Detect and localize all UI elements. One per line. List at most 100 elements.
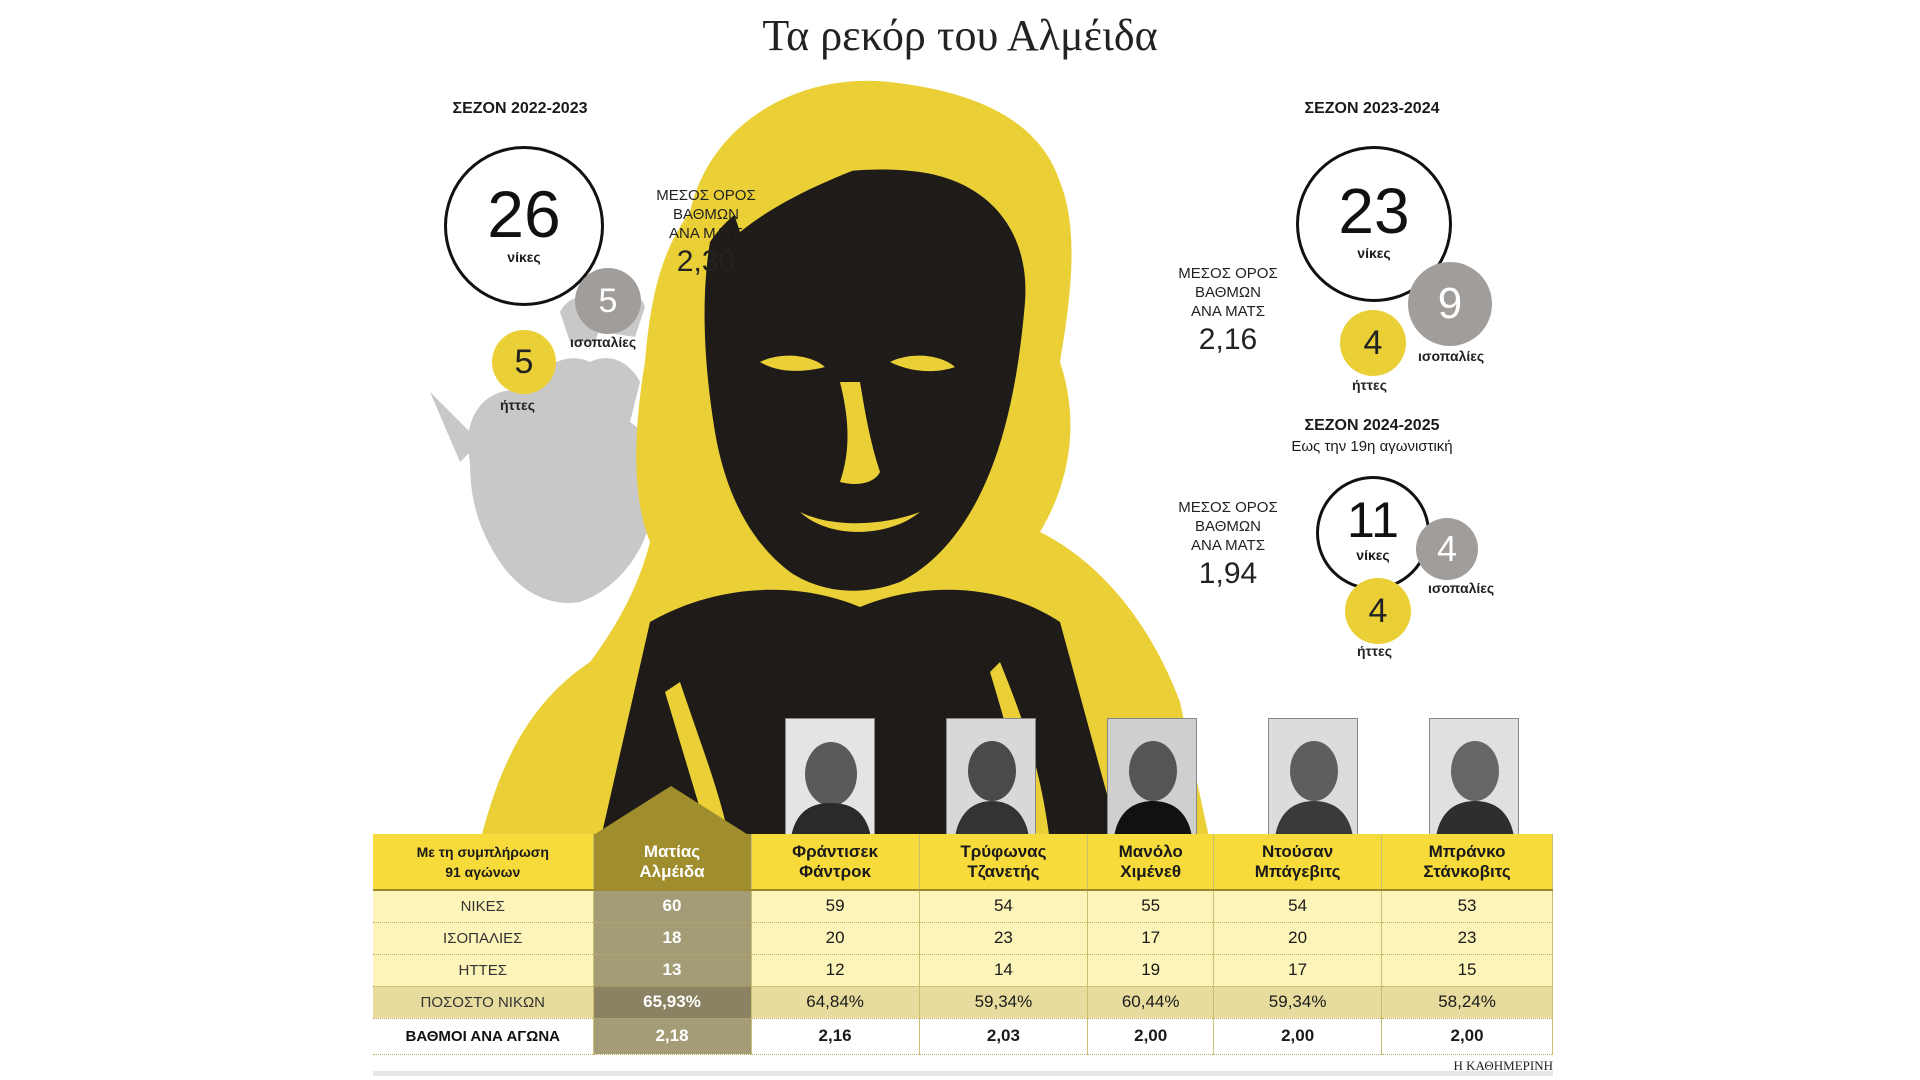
season-3-wins-circle: 11 νίκες [1316, 476, 1430, 590]
table-cell: 20 [751, 922, 920, 955]
coach-last-name: Τζανετής [967, 861, 1040, 881]
avg-label-line-1: ΜΕΣΟΣ ΟΡΟΣ [1178, 499, 1278, 516]
coach-photo-bajevic [1268, 718, 1358, 836]
coach-first-name: Μανόλο [1118, 841, 1183, 861]
table-cell: 60 [593, 890, 752, 923]
coach-header-jimenez: Μανόλο Χιμένεθ [1087, 834, 1215, 891]
season-2-wins-value: 23 [1338, 175, 1410, 247]
season-2-wins-label: νίκες [1357, 245, 1391, 261]
season-2-title: ΣΕΖΟΝ 2023-2024 [1304, 100, 1440, 117]
season-3-wins-label: νίκες [1356, 547, 1390, 563]
table-cell: 23 [919, 922, 1089, 955]
table-cell: 59 [751, 890, 920, 923]
table-cell: 2,16 [751, 1018, 920, 1055]
table-row-win-percentage: ΠΟΣΟΣΤΟ ΝΙΚΩΝ 65,93% 64,84% 59,34% 60,44… [373, 986, 1553, 1019]
almeida-column-pointer [592, 786, 750, 836]
coach-records-table: Με τη συμπλήρωση 91 αγώνων Ματίας Αλμέιδ… [373, 834, 1553, 1055]
coach-last-name: Φάντροκ [799, 861, 871, 881]
season-1-wins-label: νίκες [507, 249, 541, 265]
table-row-points-per-game: ΒΑΘΜΟΙ ΑΝΑ ΑΓΩΝΑ 2,18 2,16 2,03 2,00 2,0… [373, 1018, 1553, 1055]
coach-first-name: Τρύφωνας [960, 841, 1047, 861]
table-cell: 54 [1213, 890, 1383, 923]
coach-header-stankovic: Μπράνκο Στάνκοβιτς [1381, 834, 1553, 891]
row-label: ΠΟΣΟΣΤΟ ΝΙΚΩΝ [373, 986, 594, 1019]
table-cell: 53 [1381, 890, 1553, 923]
coach-header-tzanetis: Τρύφωνας Τζανετής [919, 834, 1089, 891]
coach-last-name: Στάνκοβιτς [1423, 861, 1511, 881]
table-cell: 59,34% [919, 986, 1089, 1019]
coach-first-name: Ματίας [643, 841, 701, 861]
table-cell: 15 [1381, 954, 1553, 987]
table-cell: 55 [1087, 890, 1215, 923]
row-label: ΝΙΚΕΣ [373, 890, 594, 923]
season-2-losses-label: ήττες [1352, 377, 1387, 393]
coach-header-fadrok: Φράντισεκ Φάντροκ [751, 834, 920, 891]
table-cell: 59,34% [1213, 986, 1383, 1019]
coach-portrait-illustration [430, 80, 1210, 842]
table-cell: 2,03 [919, 1018, 1089, 1055]
coach-last-name: Αλμέιδα [639, 861, 705, 881]
season-3-wins-value: 11 [1347, 492, 1399, 548]
table-cell: 58,24% [1381, 986, 1553, 1019]
avg-label-line-3: ΑΝΑ ΜΑΤΣ [1190, 537, 1265, 554]
table-header-row: Με τη συμπλήρωση 91 αγώνων Ματίας Αλμέιδ… [373, 834, 1553, 891]
table-row-draws: ΙΣΟΠΑΛΙΕΣ 18 20 23 17 20 23 [373, 922, 1553, 955]
row-label: ΒΑΘΜΟΙ ΑΝΑ ΑΓΩΝΑ [373, 1018, 594, 1055]
season-1-wins-circle: 26 νίκες [444, 146, 604, 306]
coach-first-name: Ντούσαν [1262, 841, 1334, 861]
table-corner-header: Με τη συμπλήρωση 91 αγώνων [373, 834, 594, 891]
bottom-divider [373, 1071, 1553, 1076]
table-cell: 2,00 [1213, 1018, 1383, 1055]
avg-label-line-1: ΜΕΣΟΣ ΟΡΟΣ [656, 187, 756, 204]
season-3-avg-value: 1,94 [1198, 557, 1258, 590]
season-1-wins-value: 26 [487, 177, 561, 251]
table-cell: 54 [919, 890, 1089, 923]
coach-photo-stankovic [1429, 718, 1519, 836]
coach-photo-tzanetis [946, 718, 1036, 836]
season-3-subtitle: Εως την 19η αγωνιστική [1291, 438, 1453, 455]
coach-header-bajevic: Ντούσαν Μπάγεβιτς [1213, 834, 1383, 891]
table-cell: 64,84% [751, 986, 920, 1019]
source-credit: Η ΚΑΘΗΜΕΡΙΝΗ [1453, 1058, 1554, 1073]
table-row-losses: ΗΤΤΕΣ 13 12 14 19 17 15 [373, 954, 1553, 987]
coach-last-name: Χιμένεθ [1120, 861, 1182, 881]
avg-label-line-3: ΑΝΑ ΜΑΤΣ [1190, 303, 1265, 320]
coach-first-name: Φράντισεκ [792, 841, 879, 861]
table-cell: 2,00 [1087, 1018, 1215, 1055]
season-3-losses-label: ήττες [1357, 643, 1392, 659]
season-3-draws-dot: 4 [1416, 518, 1478, 580]
coach-photo-fadrok [785, 718, 875, 836]
season-2-draws-dot: 9 [1408, 262, 1492, 346]
table-cell: 19 [1087, 954, 1215, 987]
season-1-avg-value: 2,30 [676, 245, 736, 278]
avg-label-line-3: ΑΝΑ ΜΑΤΣ [668, 225, 743, 242]
avg-label-line-2: ΒΑΘΜΩΝ [673, 206, 739, 223]
season-1-losses-dot: 5 [492, 330, 556, 394]
coach-photo-jimenez [1107, 718, 1197, 836]
table-row-wins: ΝΙΚΕΣ 60 59 54 55 54 53 [373, 890, 1553, 923]
coach-first-name: Μπράνκο [1428, 841, 1506, 861]
season-2-avg-value: 2,16 [1198, 323, 1258, 356]
table-cell: 23 [1381, 922, 1553, 955]
season-2-avg-block: ΜΕΣΟΣ ΟΡΟΣ ΒΑΘΜΩΝ ΑΝΑ ΜΑΤΣ 2,16 [1168, 264, 1288, 357]
table-cell: 2,00 [1381, 1018, 1553, 1055]
table-cell: 65,93% [593, 986, 752, 1019]
row-label: ΙΣΟΠΑΛΙΕΣ [373, 922, 594, 955]
table-cell: 12 [751, 954, 920, 987]
coach-last-name: Μπάγεβιτς [1254, 861, 1341, 881]
table-cell: 13 [593, 954, 752, 987]
season-3-avg-block: ΜΕΣΟΣ ΟΡΟΣ ΒΑΘΜΩΝ ΑΝΑ ΜΑΤΣ 1,94 [1168, 498, 1288, 591]
table-cell: 60,44% [1087, 986, 1215, 1019]
season-1-title: ΣΕΖΟΝ 2022-2023 [452, 100, 588, 117]
table-cell: 14 [919, 954, 1089, 987]
season-2-losses-dot: 4 [1340, 310, 1406, 376]
table-cell: 17 [1087, 922, 1215, 955]
season-3-draws-label: ισοπαλίες [1428, 580, 1495, 596]
avg-label-line-2: ΒΑΘΜΩΝ [1195, 284, 1261, 301]
season-1-avg-block: ΜΕΣΟΣ ΟΡΟΣ ΒΑΘΜΩΝ ΑΝΑ ΜΑΤΣ 2,30 [646, 186, 766, 279]
table-cell: 17 [1213, 954, 1383, 987]
table-cell: 2,18 [593, 1018, 752, 1055]
table-cell: 18 [593, 922, 752, 955]
page-title: Τα ρεκόρ του Αλμέιδα [762, 11, 1158, 60]
avg-label-line-2: ΒΑΘΜΩΝ [1195, 518, 1261, 535]
